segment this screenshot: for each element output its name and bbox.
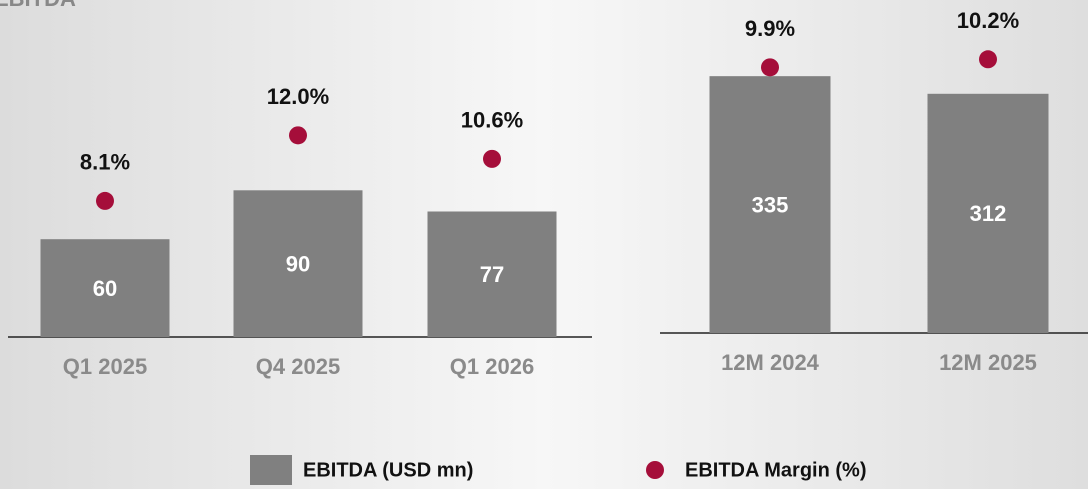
data-label: 77	[480, 262, 504, 287]
data-label: 60	[93, 276, 117, 301]
data-label: 12.0%	[267, 84, 329, 109]
x-tick-label: 12M 2024	[721, 350, 820, 375]
legend-label: EBITDA Margin (%)	[685, 459, 866, 481]
legend-swatch	[646, 461, 664, 479]
bar	[233, 190, 363, 337]
margin-dot	[289, 126, 307, 145]
margin-dot	[483, 149, 501, 168]
x-tick-label: Q1 2026	[450, 354, 534, 379]
bar	[927, 93, 1049, 333]
data-label: 9.9%	[745, 16, 795, 41]
x-tick-label: Q4 2025	[256, 354, 340, 379]
data-label: 10.2%	[957, 8, 1019, 33]
bar	[709, 76, 831, 334]
legend-label: EBITDA (USD mn)	[303, 459, 473, 481]
x-tick-label: 12M 2025	[939, 350, 1037, 375]
legend-swatch	[250, 455, 292, 485]
data-label: 10.6%	[461, 108, 523, 133]
bar	[40, 239, 170, 337]
margin-dot	[761, 58, 779, 77]
data-label: 312	[970, 201, 1007, 226]
margin-dot	[979, 50, 997, 69]
data-label: 335	[752, 192, 789, 217]
data-label: 8.1%	[80, 150, 130, 175]
bar	[427, 211, 557, 337]
chart-title: EBITDA	[0, 0, 76, 11]
margin-dot	[96, 191, 114, 210]
x-tick-label: Q1 2025	[63, 354, 147, 379]
data-label: 90	[286, 251, 310, 276]
